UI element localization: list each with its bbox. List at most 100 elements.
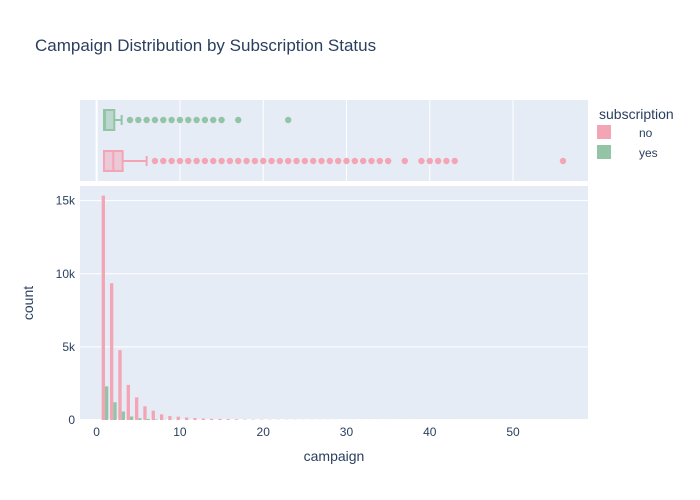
outlier-yes — [210, 116, 217, 124]
outlier-no — [160, 157, 167, 165]
x-tick-label: 40 — [423, 425, 437, 439]
chart-title: Campaign Distribution by Subscription St… — [35, 36, 376, 55]
outlier-no — [309, 157, 317, 165]
bar-no — [193, 418, 197, 420]
outlier-no — [193, 157, 200, 165]
bar-no — [209, 418, 214, 420]
y-tick-label: 0 — [68, 413, 75, 427]
outlier-yes — [185, 116, 192, 124]
bar-no — [159, 414, 164, 420]
outlier-no — [268, 157, 275, 165]
outlier-no — [334, 157, 342, 165]
bar-no — [176, 416, 180, 420]
bar-no — [234, 419, 239, 420]
bar-yes — [129, 416, 134, 420]
bar-yes — [146, 418, 150, 420]
outlier-yes — [284, 116, 292, 124]
outlier-no — [434, 157, 442, 165]
outlier-no — [235, 157, 242, 165]
bar-no — [151, 410, 155, 420]
histogram-bars — [101, 195, 564, 420]
y-tick-label: 10k — [56, 267, 76, 281]
box-plots — [102, 109, 567, 172]
outlier-no — [168, 157, 175, 165]
legend-swatch-no — [597, 125, 611, 139]
outlier-no — [384, 157, 392, 165]
x-tick-label: 10 — [173, 425, 187, 439]
outlier-no — [368, 157, 375, 165]
bar-no — [134, 397, 139, 420]
bar-yes — [138, 418, 142, 420]
outlier-no — [426, 157, 433, 165]
outlier-yes — [135, 116, 142, 124]
legend-swatch-yes — [597, 145, 611, 159]
y-axis-label: count — [20, 286, 36, 320]
outlier-no — [343, 157, 350, 165]
x-tick-label: 0 — [93, 425, 100, 439]
bar-yes — [121, 411, 125, 420]
box-plot-area — [80, 100, 588, 181]
bar-no — [126, 384, 130, 420]
legend-label-yes: yes — [639, 146, 658, 160]
bar-no — [201, 418, 205, 420]
outlier-yes — [143, 116, 150, 124]
legend-label-no: no — [639, 126, 653, 140]
outlier-yes — [201, 116, 209, 124]
outlier-no — [210, 157, 217, 165]
outlier-no — [318, 157, 325, 165]
bar-no — [101, 195, 105, 420]
x-tick-label: 50 — [506, 425, 520, 439]
outlier-no — [293, 157, 300, 165]
legend-item-yes[interactable]: yes — [597, 145, 658, 160]
outlier-yes — [235, 116, 242, 124]
outlier-no — [251, 157, 259, 165]
bar-no — [168, 416, 172, 420]
outlier-no — [185, 157, 192, 165]
y-tick-label: 15k — [56, 194, 76, 208]
outlier-no — [359, 157, 367, 165]
bar-no — [143, 406, 147, 420]
outlier-no — [376, 157, 384, 165]
x-tick-labels: 0 10 20 30 40 50 — [93, 425, 520, 439]
outlier-no — [226, 157, 234, 165]
legend-item-no[interactable]: no — [597, 125, 653, 140]
bar-no — [226, 419, 230, 420]
legend[interactable]: subscription no yes — [597, 106, 674, 160]
outlier-no — [326, 157, 334, 165]
outlier-no — [201, 157, 209, 165]
bar-no — [118, 350, 122, 420]
outlier-yes — [218, 116, 225, 124]
outlier-no — [443, 157, 450, 165]
x-tick-label: 20 — [257, 425, 271, 439]
legend-title: subscription — [599, 106, 674, 122]
bar-yes — [104, 386, 109, 420]
x-axis-label: campaign — [304, 448, 365, 464]
outlier-no — [176, 157, 184, 165]
y-tick-labels: 0 5k 10k 15k — [56, 194, 76, 427]
histogram-plot-area — [80, 186, 588, 420]
outlier-no — [559, 157, 567, 165]
outlier-no — [260, 157, 267, 165]
outlier-yes — [193, 116, 200, 124]
y-tick-label: 5k — [62, 340, 76, 354]
outlier-yes — [168, 116, 175, 124]
outlier-yes — [176, 116, 184, 124]
outlier-no — [284, 157, 292, 165]
outlier-no — [351, 157, 359, 165]
bar-yes — [113, 402, 117, 420]
outlier-no — [451, 157, 458, 165]
outlier-no — [401, 157, 408, 165]
outlier-no — [218, 157, 225, 165]
outlier-no — [301, 157, 309, 165]
outlier-no — [151, 157, 159, 165]
bar-yes — [154, 419, 159, 420]
outlier-no — [276, 157, 284, 165]
bar-no — [109, 283, 114, 420]
bar-no — [184, 417, 189, 420]
x-tick-label: 30 — [340, 425, 354, 439]
outlier-no — [418, 157, 425, 165]
outlier-yes — [151, 116, 159, 124]
outlier-yes — [160, 116, 167, 124]
outlier-no — [243, 157, 250, 165]
